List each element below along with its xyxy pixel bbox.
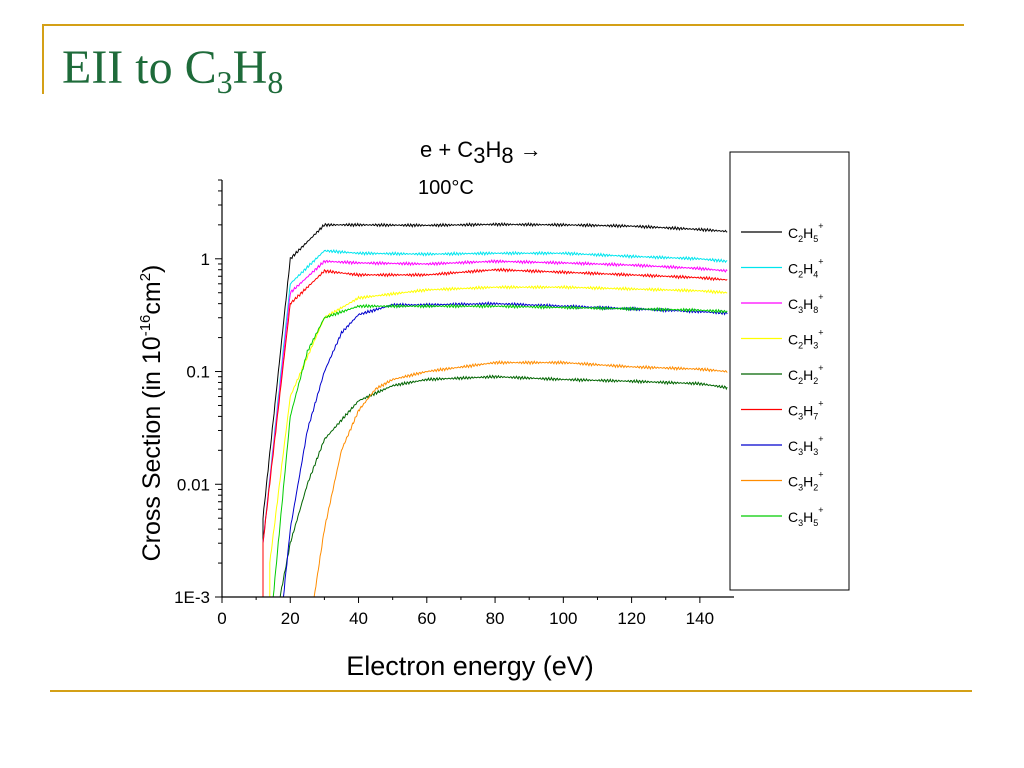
y-axis-label: Cross Section (in 10-16cm2) [137,265,166,562]
x-axis-label: Electron energy (eV) [346,651,594,681]
series-line-C2H5+ [262,221,728,597]
bottom-rule [50,690,972,692]
legend-label-C2H3+: C2H3+ [788,328,824,351]
left-rule [42,24,44,94]
series-line-C2H3+ [269,284,728,597]
legend: C2H5+ C2H4+ C3H8+ C2H3+ C2H2+ C3H7+ C3H3+ C3H2+… [729,151,850,591]
series-line-C3H8+ [262,258,728,597]
x-tick-label: 80 [486,609,505,628]
x-tick-label: 60 [417,609,436,628]
legend-label-C3H7+: C3H7+ [788,399,824,422]
legend-label-C2H2+: C2H2+ [788,363,824,386]
axes: 0 20 40 60 80 100 120 140 1E-3 0.01 0.1 1 [174,179,734,628]
legend-label-C3H5+: C3H5+ [788,505,824,528]
series-line-C3H5+ [272,303,728,597]
chart-title-reaction: e + C3H8 → [420,137,542,168]
legend-box [729,151,850,591]
slide-title: EII to C3H8 [62,41,284,100]
series-line-C3H7+ [262,267,728,597]
x-tick-label: 120 [617,609,645,628]
x-tick-label: 20 [281,609,300,628]
series-line-C2H2+ [279,374,728,597]
chart-title-temperature: 100°C [418,177,474,199]
y-tick-label: 0.1 [186,363,210,382]
series-line-C3H2+ [313,360,728,597]
y-tick-label: 0.01 [177,475,210,494]
legend-label-C2H5+: C2H5+ [788,221,824,244]
legend-label-C3H8+: C3H8+ [788,292,824,315]
y-tick-label: 1E-3 [174,588,210,607]
legend-label-C2H4+: C2H4+ [788,257,824,280]
series-line-C3H3+ [282,301,728,597]
legend-label-C3H2+: C3H2+ [788,470,824,493]
x-tick-label: 0 [217,609,226,628]
x-tick-label: 100 [549,609,577,628]
x-tick-label: 140 [686,609,714,628]
chart-labels: Electron energy (eV) Cross Section (in 10… [137,137,594,681]
legend-label-C3H3+: C3H3+ [788,434,824,457]
top-rule [42,24,964,26]
series-line-C2H4+ [262,249,728,597]
x-tick-label: 40 [349,609,368,628]
plot-area [262,221,728,597]
y-tick-label: 1 [201,250,210,269]
